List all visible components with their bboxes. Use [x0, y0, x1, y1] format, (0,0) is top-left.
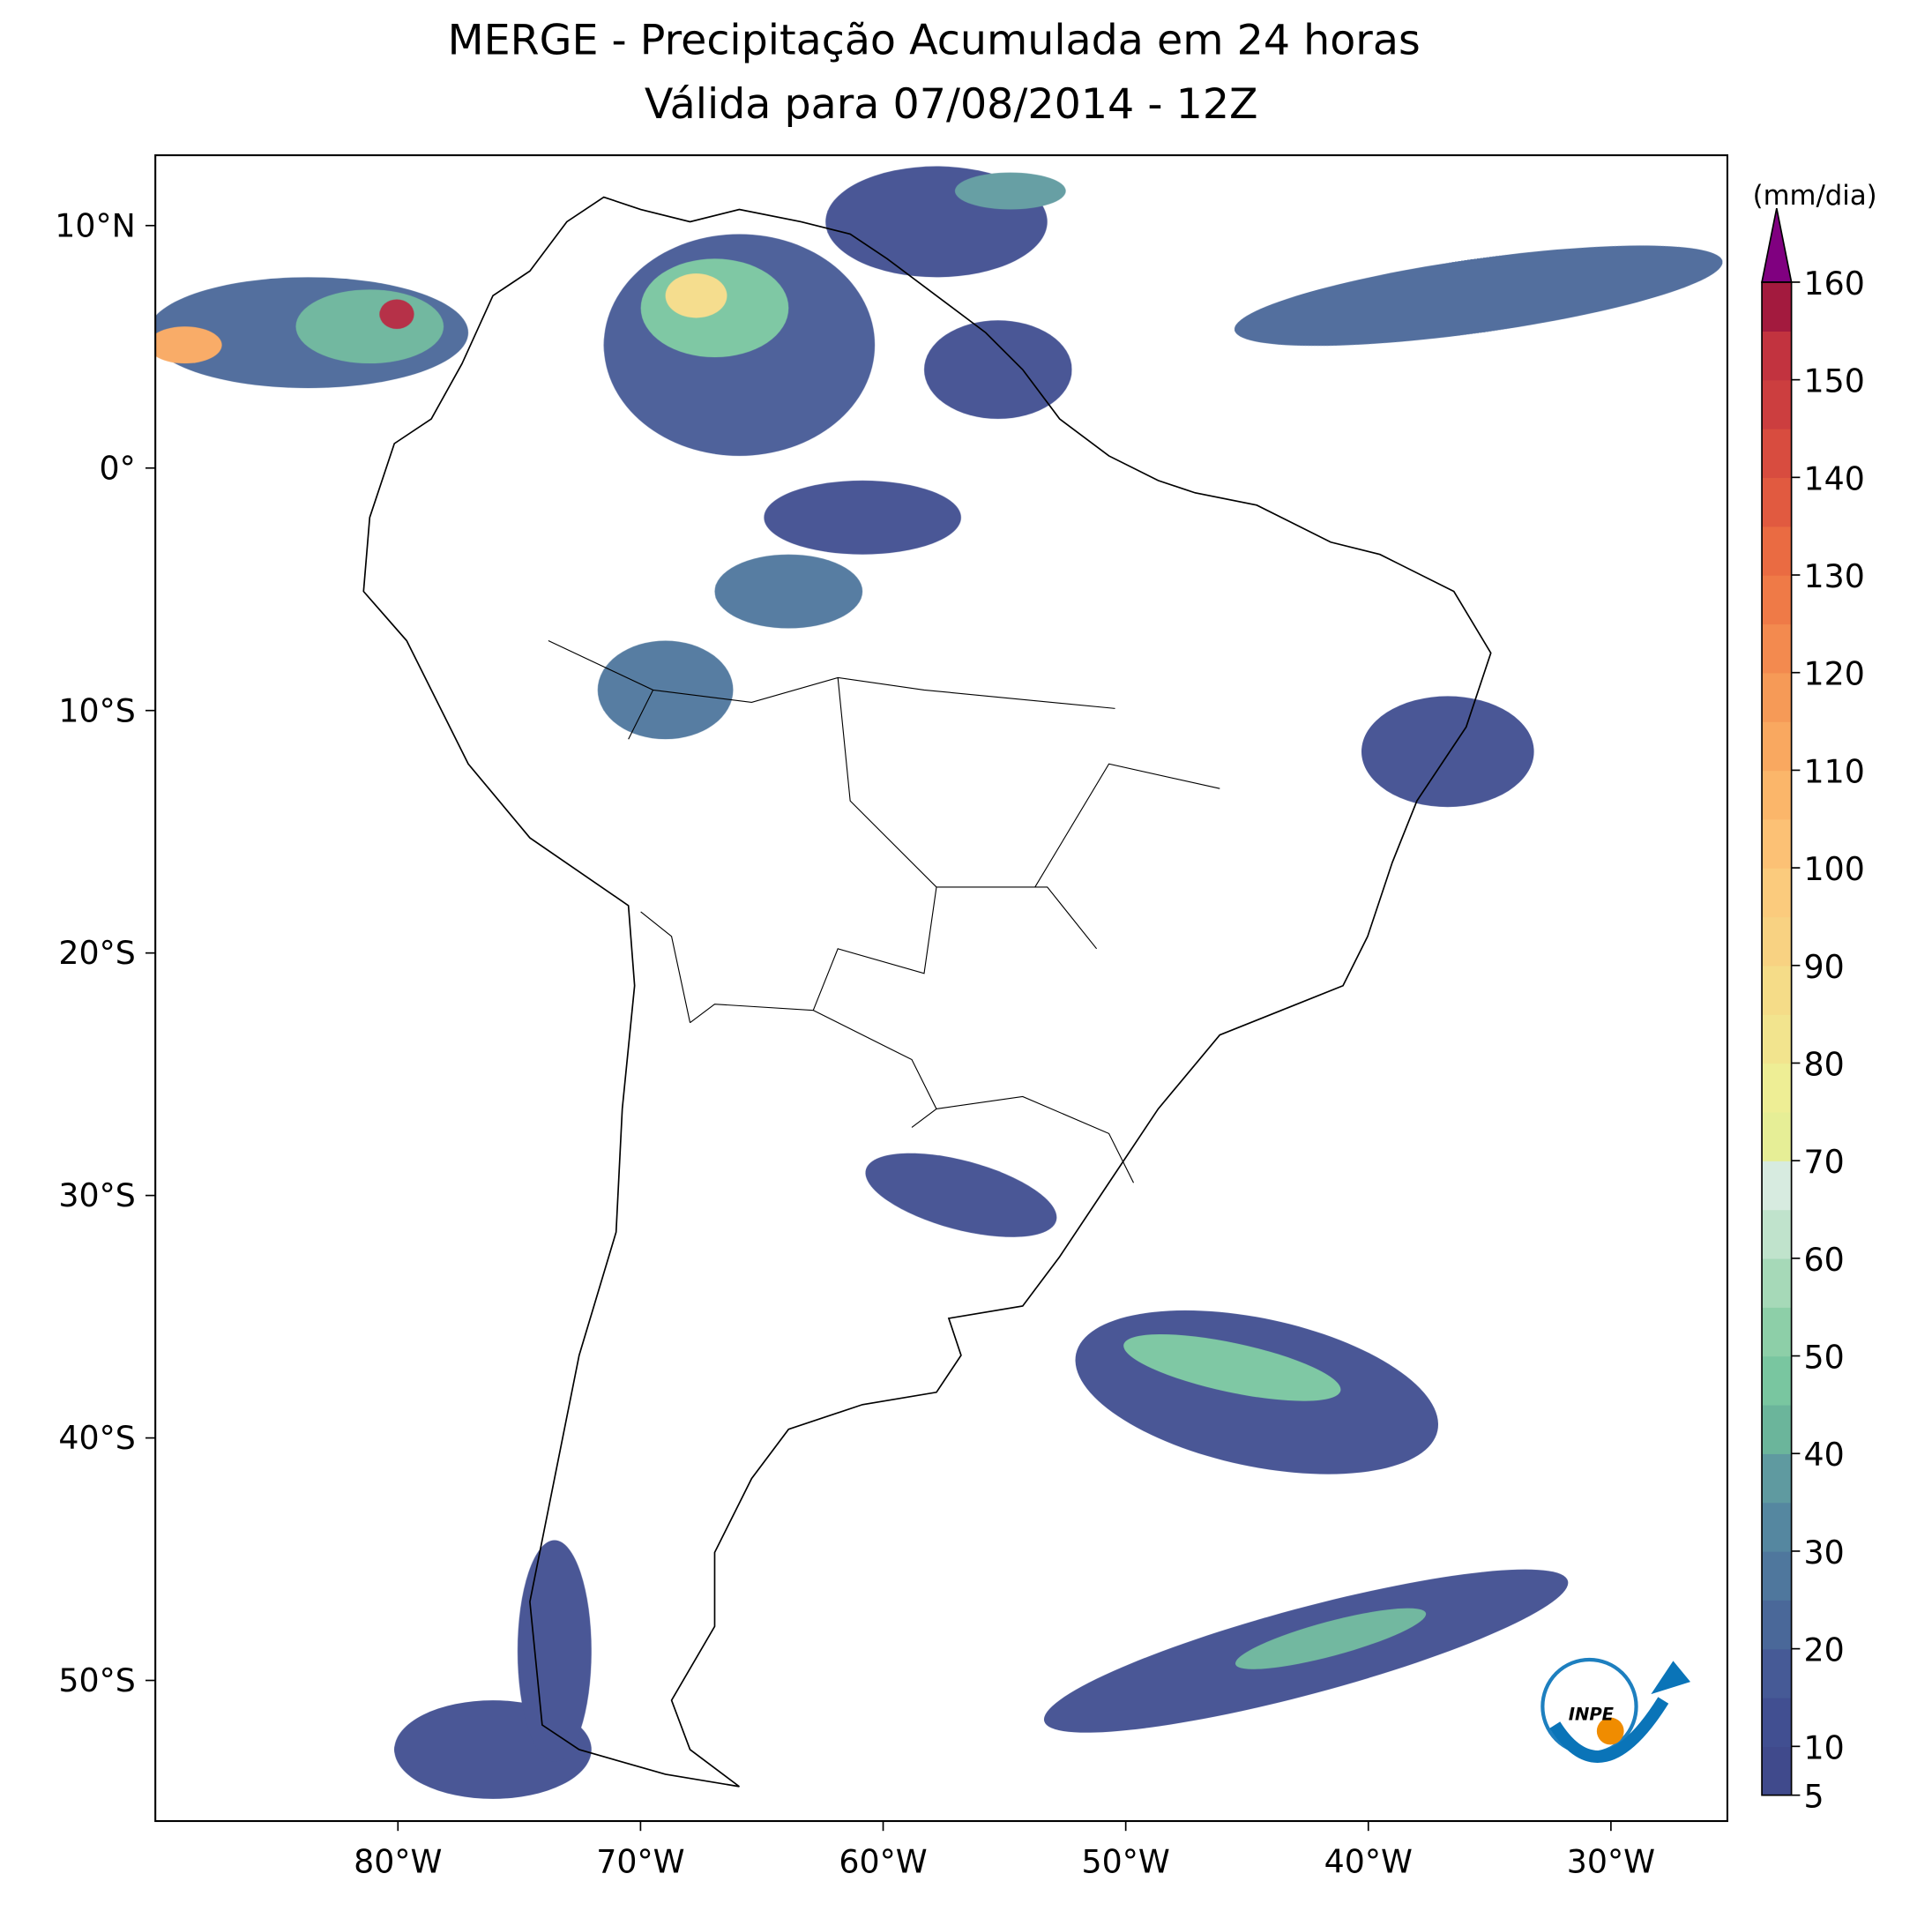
- map-area: [155, 166, 1723, 1799]
- colorbar-tick-label: 90: [1804, 948, 1845, 986]
- x-tick-label: 30°W: [1567, 1843, 1655, 1881]
- colorbar-band: [1762, 1746, 1792, 1796]
- colorbar-band: [1762, 818, 1792, 869]
- colorbar-band: [1762, 477, 1792, 527]
- colorbar-band: [1762, 1404, 1792, 1454]
- colorbar-tick-label: 110: [1804, 752, 1865, 790]
- colorbar-band: [1762, 281, 1792, 332]
- title-line: Válida para 07/08/2014 - 12Z: [645, 80, 1258, 129]
- colorbar-tick-label: 160: [1804, 265, 1865, 302]
- colorbar-band: [1762, 1209, 1792, 1259]
- colorbar-band: [1762, 868, 1792, 918]
- colorbar-frame: [1761, 281, 1793, 1796]
- colorbar-band: [1762, 1502, 1792, 1552]
- y-tick-label: 40°S: [58, 1419, 135, 1457]
- colorbar-label: (mm/dia): [1753, 180, 1877, 212]
- colorbar-band: [1762, 721, 1792, 772]
- borders: [548, 640, 1220, 1183]
- colorbar-band: [1762, 1453, 1792, 1504]
- colorbar-band: [1762, 575, 1792, 625]
- y-tick-label: 20°S: [58, 934, 135, 972]
- colorbar-extend: [1761, 207, 1793, 283]
- colorbar-tick-label: 140: [1804, 459, 1865, 497]
- colorbar-band: [1762, 1063, 1792, 1113]
- y-tick-label: 10°S: [58, 691, 135, 729]
- x-tick-label: 70°W: [596, 1843, 684, 1881]
- colorbar-tick-label: 50: [1804, 1339, 1845, 1377]
- title-line: MERGE - Precipitação Acumulada em 24 hor…: [448, 16, 1421, 64]
- colorbar-band: [1762, 379, 1792, 429]
- precipitation: [155, 166, 1723, 1799]
- logo: INPE: [1540, 1657, 1691, 1763]
- y-tick-label: 0°: [100, 449, 136, 487]
- colorbar-band: [1762, 1697, 1792, 1748]
- colorbar-tick-label: 130: [1804, 557, 1865, 595]
- colorbar-tick-label: 60: [1804, 1241, 1845, 1279]
- colorbar-band: [1762, 1355, 1792, 1406]
- colorbar-band: [1762, 1111, 1792, 1161]
- y-tick-label: 30°S: [58, 1176, 135, 1214]
- colorbar-band: [1762, 916, 1792, 967]
- colorbar-band: [1762, 672, 1792, 722]
- colorbar-tick-label: 100: [1804, 850, 1865, 888]
- x-tick-label: 60°W: [839, 1843, 927, 1881]
- colorbar-tick-label: 120: [1804, 655, 1865, 693]
- y-tick-label: 50°S: [58, 1661, 135, 1699]
- colorbar-tick-label: 80: [1804, 1045, 1845, 1083]
- y-tick-label: 10°N: [55, 206, 136, 244]
- colorbar-tick-label: 40: [1804, 1436, 1845, 1474]
- colorbar-band: [1762, 1258, 1792, 1308]
- colorbar-tick-label: 70: [1804, 1143, 1845, 1181]
- colorbar-band: [1762, 1648, 1792, 1698]
- colorbar-band: [1762, 526, 1792, 576]
- colorbar-band: [1762, 428, 1792, 479]
- x-tick-label: 80°W: [354, 1843, 442, 1881]
- colorbar-band: [1762, 331, 1792, 381]
- colorbar-tick-label: 5: [1804, 1778, 1824, 1816]
- colorbar-band: [1762, 1161, 1792, 1211]
- x-tick-label: 40°W: [1324, 1843, 1413, 1881]
- logo-text: INPE: [1569, 1704, 1615, 1724]
- colorbar-band: [1762, 1014, 1792, 1064]
- x-tick-label: 50°W: [1082, 1843, 1170, 1881]
- colorbar-band: [1762, 1307, 1792, 1357]
- colorbar-tick-label: 150: [1804, 362, 1865, 400]
- continent-outline: [362, 196, 1492, 1788]
- colorbar-band: [1762, 1600, 1792, 1650]
- colorbar-band: [1762, 965, 1792, 1015]
- colorbar-tick-label: 30: [1804, 1534, 1845, 1571]
- map-frame: [154, 153, 1728, 1823]
- colorbar-band: [1762, 770, 1792, 820]
- colorbar-tick-label: 20: [1804, 1631, 1845, 1669]
- colorbar-band: [1762, 1550, 1792, 1601]
- colorbar-tick-label: 10: [1804, 1728, 1845, 1766]
- colorbar-band: [1762, 623, 1792, 674]
